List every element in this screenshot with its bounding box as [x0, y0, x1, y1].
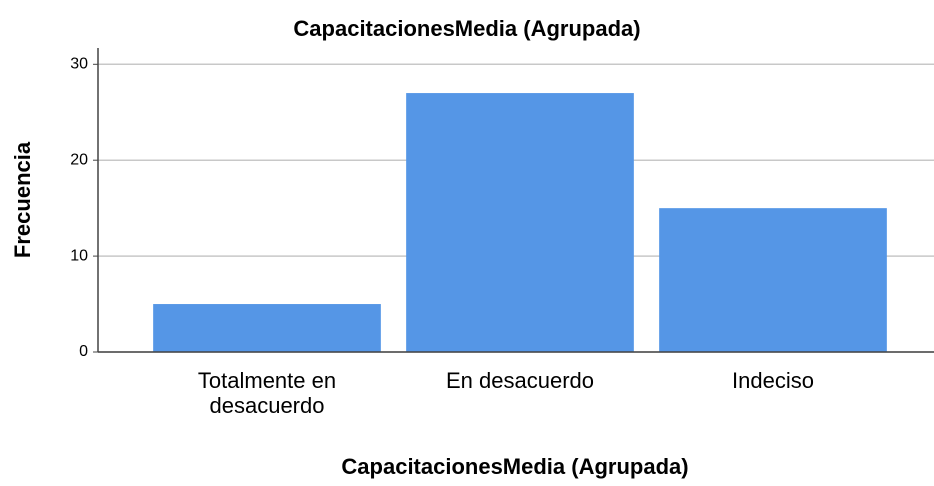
- bar: [406, 93, 634, 352]
- y-tick-label: 30: [70, 56, 88, 73]
- y-axis-title: Frecuencia: [10, 141, 35, 258]
- y-tick-label: 20: [70, 151, 88, 168]
- x-tick-label: Indeciso: [732, 368, 814, 393]
- x-tick-label: Totalmente en desacuerdo: [197, 368, 337, 418]
- x-tick-label: En desacuerdo: [446, 368, 594, 393]
- x-axis-title: CapacitacionesMedia (Agrupada): [341, 454, 688, 479]
- y-tick-label: 10: [70, 247, 88, 264]
- bar: [153, 304, 381, 352]
- y-tick-label: 0: [79, 343, 88, 360]
- chart-title: CapacitacionesMedia (Agrupada): [293, 16, 640, 41]
- bar: [659, 208, 887, 352]
